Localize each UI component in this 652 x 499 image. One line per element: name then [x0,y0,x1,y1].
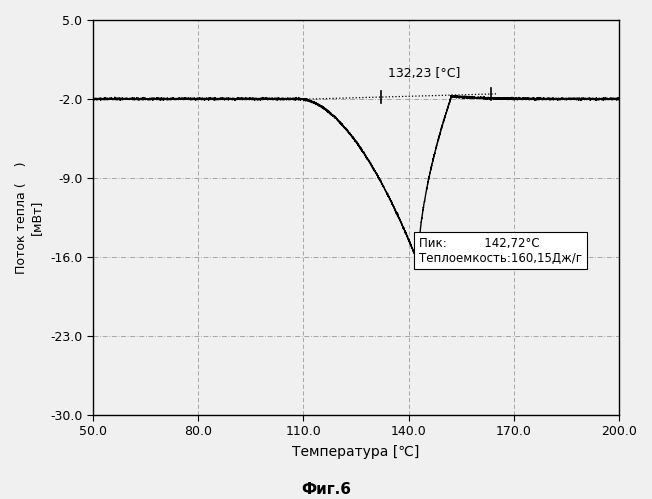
Text: 132,23 [°C]: 132,23 [°C] [389,67,461,80]
Text: Пик:          142,72°C
Теплоемкость:160,15Дж/г: Пик: 142,72°C Теплоемкость:160,15Дж/г [419,237,582,264]
Y-axis label: Поток тепла (    )
[мВт]: Поток тепла ( ) [мВт] [15,161,43,273]
X-axis label: Температура [℃]: Температура [℃] [292,445,420,459]
Text: Фиг.6: Фиг.6 [301,482,351,497]
